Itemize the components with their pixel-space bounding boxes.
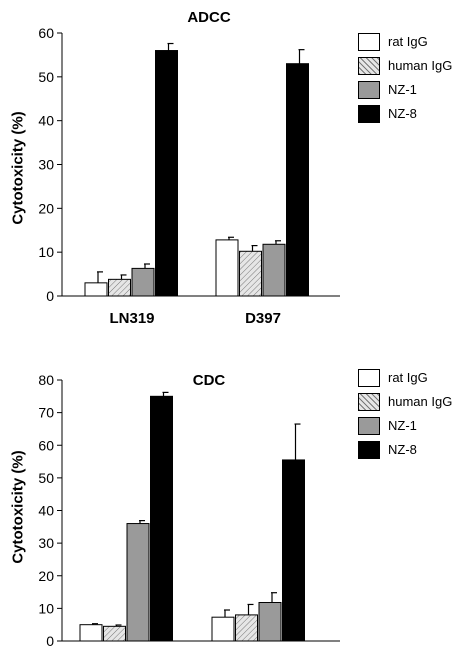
bar-cdc-d397-human-igg xyxy=(235,614,258,642)
bar-cdc-ln319-nz-8 xyxy=(150,395,173,642)
adcc-legend-label-human-igg: human IgG xyxy=(388,58,453,73)
adcc-y-axis-label: Cytotoxicity (%) xyxy=(9,111,27,225)
cdc-y-tick-label-40: 40 xyxy=(38,503,54,519)
adcc-legend-item-nz-8: NZ-8 xyxy=(358,103,476,127)
adcc-y-tick-label-0: 0 xyxy=(46,288,54,304)
adcc-y-axis-label-wrap: Cytotoxicity (%) xyxy=(8,40,28,296)
cdc-legend-swatch-rat-igg xyxy=(358,369,380,387)
cdc-y-tick-label-0: 0 xyxy=(46,633,54,649)
adcc-y-tick-label-10: 10 xyxy=(38,244,54,260)
adcc-legend-item-nz-1: NZ-1 xyxy=(358,79,476,103)
cdc-legend-label-human-igg: human IgG xyxy=(388,394,453,409)
bar-cdc-d397-nz-8 xyxy=(282,459,305,642)
adcc-chart-panel: ADCC 0 10 20 30 40 50 60 LN319 D397 Cytotoxicity … xyxy=(8,9,476,327)
cdc-y-axis-label: Cytotoxicity (%) xyxy=(9,450,27,564)
bar-adcc-d397-rat-igg xyxy=(215,239,239,297)
cdc-legend-label-nz-1: NZ-1 xyxy=(388,418,417,433)
adcc-y-tick-label-50: 50 xyxy=(38,69,54,85)
bar-adcc-ln319-human-igg xyxy=(108,278,131,297)
cdc-legend-label-nz-8: NZ-8 xyxy=(388,442,417,457)
adcc-legend-swatch-nz-1 xyxy=(358,81,380,99)
cdc-legend: rat IgG human IgG NZ-1 NZ-8 xyxy=(358,367,476,463)
cdc-y-tick-label-80: 80 xyxy=(38,372,54,388)
adcc-y-tick-label-40: 40 xyxy=(38,113,54,129)
cdc-legend-item-nz-1: NZ-1 xyxy=(358,415,476,439)
cdc-legend-swatch-nz-1 xyxy=(358,417,380,435)
adcc-x-category-label-ln319: LN319 xyxy=(109,310,154,327)
adcc-legend-item-human-igg: human IgG xyxy=(358,55,476,79)
cdc-legend-swatch-human-igg xyxy=(358,393,380,411)
bar-cdc-d397-rat-igg xyxy=(211,616,235,642)
bar-adcc-ln319-rat-igg xyxy=(84,282,108,297)
cdc-y-tick-label-70: 70 xyxy=(38,405,54,421)
cdc-legend-swatch-nz-8 xyxy=(358,441,380,459)
cdc-y-tick-label-60: 60 xyxy=(38,437,54,453)
cdc-y-tick-label-20: 20 xyxy=(38,568,54,584)
bar-adcc-d397-nz-8 xyxy=(286,63,309,297)
adcc-legend-swatch-nz-8 xyxy=(358,105,380,123)
cdc-legend-item-rat-igg: rat IgG xyxy=(358,367,476,391)
bar-adcc-d397-human-igg xyxy=(239,250,262,297)
adcc-legend-swatch-rat-igg xyxy=(358,33,380,51)
bar-cdc-ln319-rat-igg xyxy=(79,624,103,642)
adcc-legend-label-rat-igg: rat IgG xyxy=(388,34,428,49)
cdc-legend-item-nz-8: NZ-8 xyxy=(358,439,476,463)
adcc-y-tick-label-20: 20 xyxy=(38,200,54,216)
adcc-legend-label-nz-1: NZ-1 xyxy=(388,82,417,97)
cdc-y-tick-label-50: 50 xyxy=(38,470,54,486)
adcc-legend: rat IgG human IgG NZ-1 NZ-8 xyxy=(358,31,476,127)
cdc-y-tick-label-10: 10 xyxy=(38,600,54,616)
adcc-legend-swatch-human-igg xyxy=(358,57,380,75)
bar-cdc-ln319-human-igg xyxy=(103,625,126,642)
cdc-chart-title: CDC xyxy=(193,372,226,389)
bar-adcc-d397-nz-1 xyxy=(262,243,286,297)
adcc-legend-label-nz-8: NZ-8 xyxy=(388,106,417,121)
cdc-y-tick-label-30: 30 xyxy=(38,535,54,551)
adcc-chart-title: ADCC xyxy=(187,9,230,26)
cdc-chart-panel: CDC01020304050607080LN319D397 Cytotoxici… xyxy=(0,362,476,653)
cdc-y-axis-label-wrap: Cytotoxicity (%) xyxy=(8,384,28,630)
cdc-legend-label-rat-igg: rat IgG xyxy=(388,370,428,385)
adcc-chart: ADCC 0 10 20 30 40 50 60 LN319 D397 xyxy=(38,9,340,327)
cdc-chart: CDC01020304050607080LN319D397 xyxy=(38,372,340,649)
adcc-x-category-label-d397: D397 xyxy=(245,310,281,327)
bar-cdc-ln319-nz-1 xyxy=(126,523,150,642)
bar-cdc-d397-nz-1 xyxy=(258,602,282,642)
bar-adcc-ln319-nz-8 xyxy=(155,50,178,297)
adcc-y-tick-label-30: 30 xyxy=(38,157,54,173)
adcc-y-tick-label-60: 60 xyxy=(38,25,54,41)
bar-adcc-ln319-nz-1 xyxy=(131,267,155,297)
cdc-legend-item-human-igg: human IgG xyxy=(358,391,476,415)
adcc-legend-item-rat-igg: rat IgG xyxy=(358,31,476,55)
